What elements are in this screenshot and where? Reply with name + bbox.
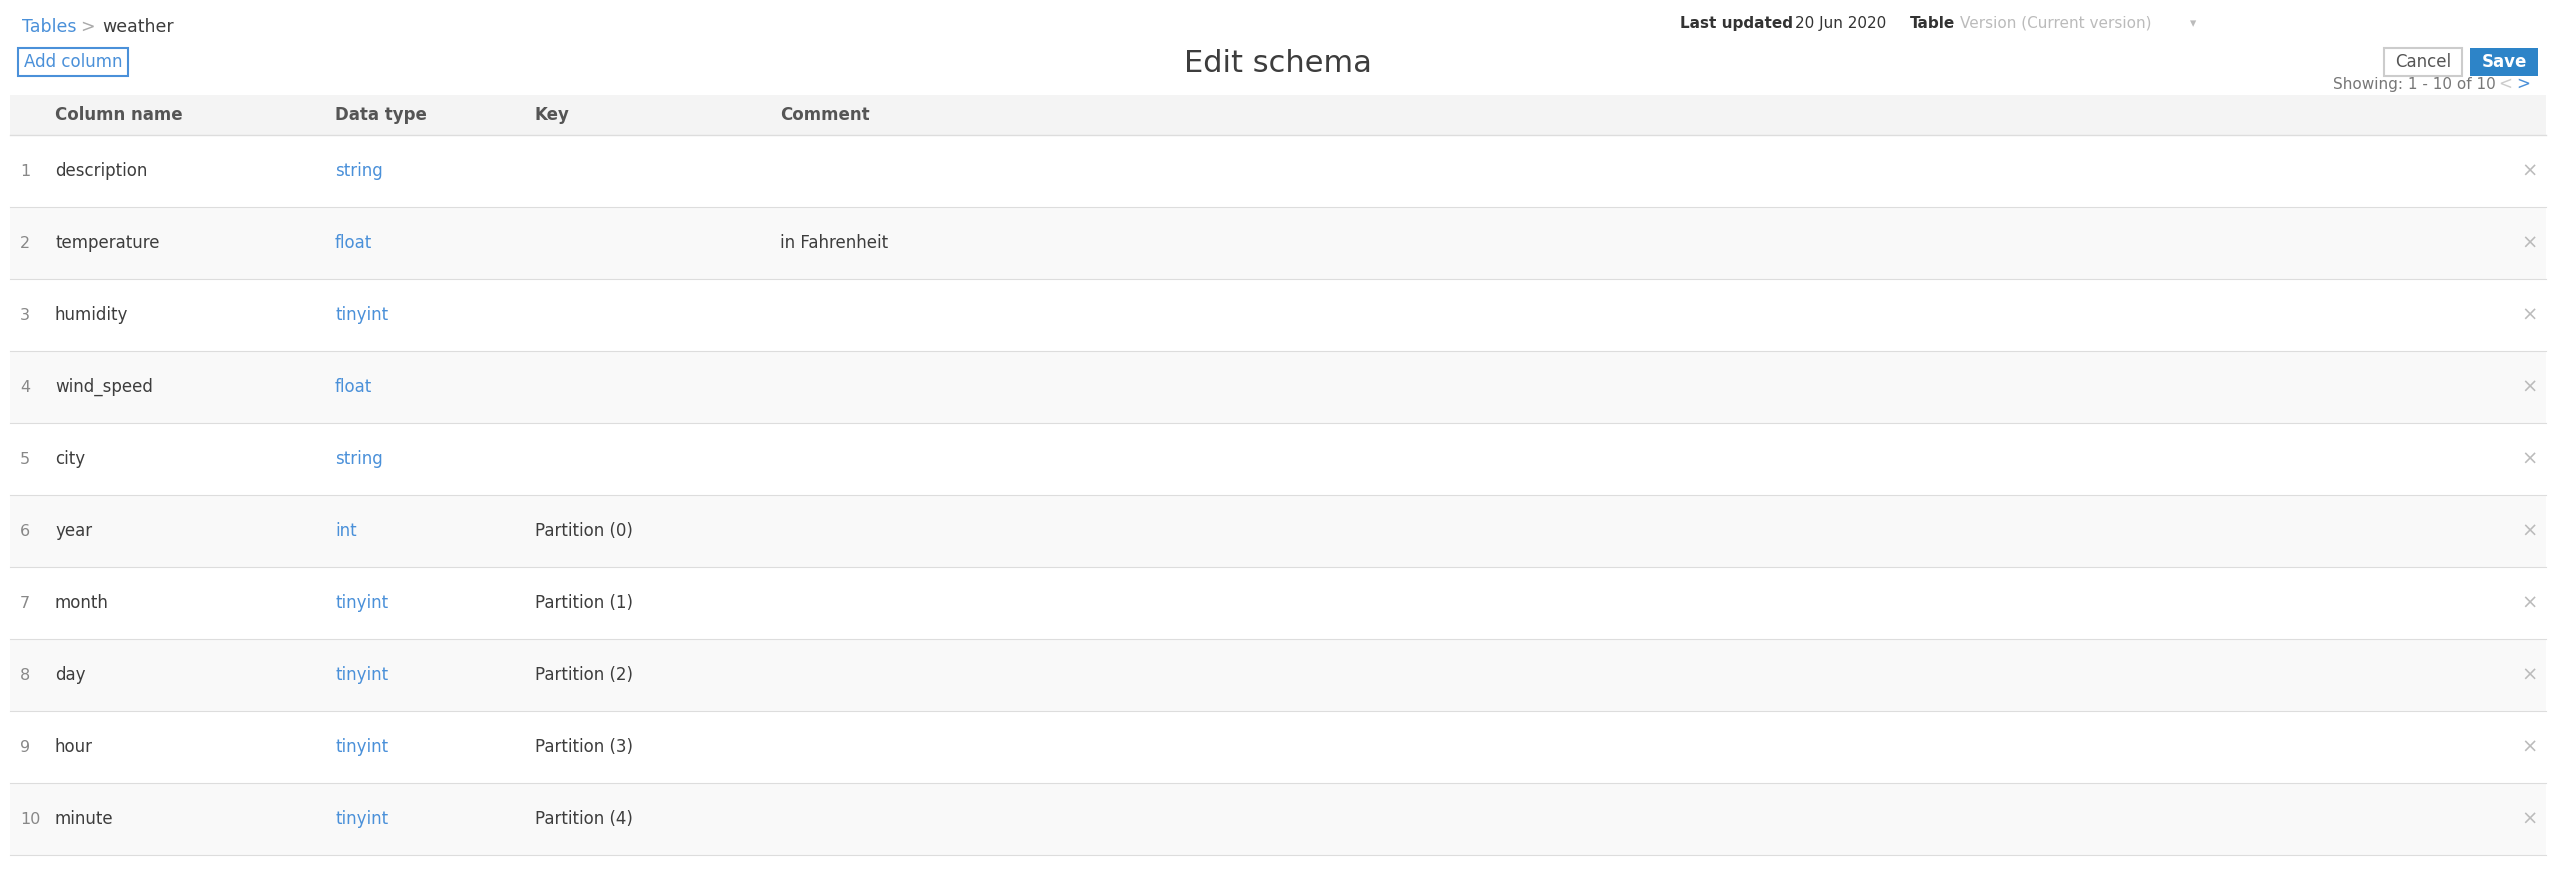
Text: temperature: temperature: [56, 234, 158, 252]
Text: ×: ×: [2523, 449, 2538, 469]
Text: tinyint: tinyint: [335, 306, 389, 324]
Text: float: float: [335, 378, 373, 396]
FancyBboxPatch shape: [10, 279, 2546, 351]
Text: Comment: Comment: [780, 106, 869, 124]
Text: 5: 5: [20, 452, 31, 467]
Text: float: float: [335, 234, 373, 252]
Text: Key: Key: [534, 106, 570, 124]
Text: Table: Table: [1909, 16, 1955, 31]
Text: >: >: [79, 18, 95, 36]
Text: ×: ×: [2523, 162, 2538, 180]
Text: humidity: humidity: [56, 306, 128, 324]
Text: Cancel: Cancel: [2395, 53, 2451, 71]
Text: ×: ×: [2523, 377, 2538, 397]
FancyBboxPatch shape: [10, 639, 2546, 711]
Text: 10: 10: [20, 812, 41, 827]
FancyBboxPatch shape: [10, 351, 2546, 423]
Text: 9: 9: [20, 740, 31, 755]
FancyBboxPatch shape: [10, 135, 2546, 207]
Text: Showing: 1 - 10 of 10: Showing: 1 - 10 of 10: [2334, 77, 2497, 92]
Text: Last updated: Last updated: [1679, 16, 1792, 31]
Text: weather: weather: [102, 18, 174, 36]
Text: wind_speed: wind_speed: [56, 377, 153, 396]
Text: Version (Current version): Version (Current version): [1960, 16, 2152, 31]
Text: Partition (2): Partition (2): [534, 666, 634, 684]
Text: Add column: Add column: [23, 53, 123, 71]
Text: tinyint: tinyint: [335, 738, 389, 756]
Text: Edit schema: Edit schema: [1183, 50, 1373, 79]
Text: 7: 7: [20, 596, 31, 611]
Text: string: string: [335, 450, 383, 468]
Text: ×: ×: [2523, 593, 2538, 613]
Text: ▾: ▾: [2190, 17, 2196, 30]
Text: Tables: Tables: [23, 18, 77, 36]
Text: string: string: [335, 162, 383, 180]
Text: 4: 4: [20, 379, 31, 394]
Text: ×: ×: [2523, 233, 2538, 253]
FancyBboxPatch shape: [10, 567, 2546, 639]
Text: tinyint: tinyint: [335, 594, 389, 612]
Text: ×: ×: [2523, 306, 2538, 324]
Text: 1: 1: [20, 164, 31, 179]
Text: Partition (1): Partition (1): [534, 594, 634, 612]
FancyBboxPatch shape: [10, 495, 2546, 567]
FancyBboxPatch shape: [10, 783, 2546, 855]
Text: 2: 2: [20, 235, 31, 250]
FancyBboxPatch shape: [18, 48, 128, 76]
Text: int: int: [335, 522, 358, 540]
FancyBboxPatch shape: [10, 423, 2546, 495]
Text: day: day: [56, 666, 84, 684]
Text: Partition (0): Partition (0): [534, 522, 634, 540]
FancyBboxPatch shape: [2385, 48, 2461, 76]
Text: Column name: Column name: [56, 106, 181, 124]
Text: description: description: [56, 162, 148, 180]
Text: 6: 6: [20, 523, 31, 538]
Text: ×: ×: [2523, 522, 2538, 540]
Text: in Fahrenheit: in Fahrenheit: [780, 234, 887, 252]
Text: ×: ×: [2523, 737, 2538, 757]
Text: ×: ×: [2523, 666, 2538, 684]
Text: tinyint: tinyint: [335, 810, 389, 828]
Text: minute: minute: [56, 810, 112, 828]
Text: 8: 8: [20, 667, 31, 682]
Text: Partition (4): Partition (4): [534, 810, 634, 828]
Text: month: month: [56, 594, 110, 612]
Text: >: >: [2515, 75, 2530, 93]
FancyBboxPatch shape: [10, 711, 2546, 783]
Text: <: <: [2497, 75, 2513, 93]
Text: 3: 3: [20, 308, 31, 323]
Text: city: city: [56, 450, 84, 468]
Text: ×: ×: [2523, 810, 2538, 828]
Text: Partition (3): Partition (3): [534, 738, 634, 756]
Text: year: year: [56, 522, 92, 540]
Text: tinyint: tinyint: [335, 666, 389, 684]
Text: 20 Jun 2020: 20 Jun 2020: [1794, 16, 1886, 31]
FancyBboxPatch shape: [2469, 48, 2538, 76]
Text: Save: Save: [2482, 53, 2528, 71]
FancyBboxPatch shape: [10, 95, 2546, 135]
FancyBboxPatch shape: [10, 207, 2546, 279]
Text: Data type: Data type: [335, 106, 427, 124]
Text: hour: hour: [56, 738, 92, 756]
